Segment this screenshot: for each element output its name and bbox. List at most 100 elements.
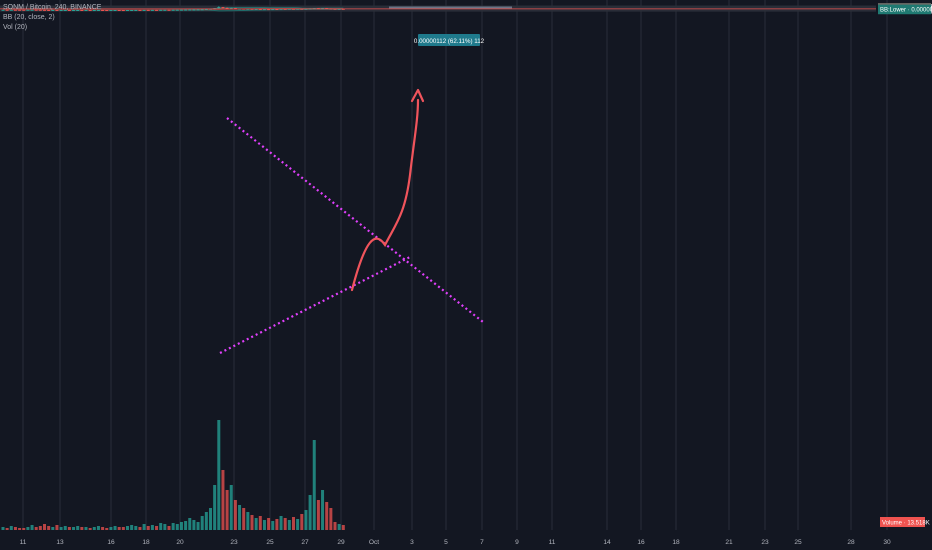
- volume-bar: [155, 526, 159, 530]
- volume-bar: [217, 420, 221, 530]
- vol-legend[interactable]: Vol (20): [3, 24, 28, 31]
- candle-body: [246, 8, 250, 10]
- volume-bar: [92, 527, 96, 530]
- candle-body: [171, 9, 175, 11]
- target-box: [389, 6, 512, 9]
- volume-bar: [38, 526, 42, 530]
- candle-body: [59, 10, 63, 12]
- candle-body: [38, 9, 42, 11]
- volume-bar: [325, 502, 329, 530]
- volume-bar: [96, 526, 100, 530]
- volume-bar: [126, 526, 129, 530]
- candle-body: [80, 10, 84, 12]
- candle-body: [258, 8, 262, 10]
- volume-bar: [316, 500, 320, 530]
- candle-body: [51, 9, 55, 11]
- target-label-bg: [418, 34, 480, 46]
- volume-bar: [163, 524, 167, 530]
- time-tick-label: 28: [847, 539, 855, 546]
- candle-body: [18, 9, 22, 11]
- volume-bar: [51, 527, 55, 530]
- volume-bar: [258, 516, 262, 530]
- candle-body: [43, 9, 46, 11]
- candle-body: [279, 8, 283, 10]
- candle-body: [196, 9, 200, 11]
- volume-bar: [225, 490, 229, 530]
- time-tick-label: 25: [266, 539, 274, 546]
- volume-bar: [63, 526, 67, 530]
- volume-bar: [138, 527, 142, 530]
- projection-path: [350, 98, 420, 292]
- volume-bar: [5, 528, 9, 530]
- candle-body: [150, 9, 154, 11]
- volume-tag-bg: [880, 517, 925, 527]
- bb-legend[interactable]: BB (20, close, 2): [3, 14, 55, 21]
- time-tick-label: 5: [444, 539, 448, 546]
- volume-bar: [204, 512, 208, 530]
- candle-body: [76, 10, 80, 12]
- candle-body: [179, 9, 183, 11]
- time-tick-label: 14: [603, 539, 611, 546]
- candle-body: [262, 9, 266, 11]
- time-tick-label: Oct: [369, 539, 379, 546]
- volume-bar: [101, 527, 105, 530]
- candle-body: [163, 9, 167, 11]
- candle-body: [47, 9, 51, 11]
- volume-bar: [213, 485, 217, 530]
- volume-bar: [300, 514, 304, 530]
- target-label: 0.00000112 (62.11%) 112: [414, 38, 485, 45]
- candle-body: [138, 9, 142, 11]
- candle-body: [96, 9, 100, 11]
- volume-bar: [287, 520, 291, 530]
- time-tick-label: 23: [230, 539, 238, 546]
- volume-bar: [229, 485, 233, 530]
- candle-body: [271, 9, 275, 11]
- projection-arrowhead: [410, 88, 425, 103]
- candle-body: [5, 9, 9, 11]
- symbol-legend[interactable]: SONM / Bitcoin, 240, BINANCE: [3, 4, 102, 11]
- candle-body: [200, 9, 204, 11]
- grid-lines: [0, 0, 888, 530]
- volume-bar: [130, 525, 134, 530]
- volume-bar: [59, 527, 63, 530]
- volume-bar: [55, 525, 59, 530]
- volume-bar: [242, 508, 246, 530]
- volume-bar: [9, 526, 13, 530]
- candle-body: [121, 10, 125, 12]
- candle-body: [55, 9, 59, 11]
- volume-bar: [246, 512, 250, 530]
- volume-bar: [250, 515, 254, 530]
- time-tick-label: 11: [549, 539, 556, 546]
- candle-body: [92, 10, 96, 12]
- candle-body: [26, 9, 30, 11]
- time-tick-label: 23: [761, 539, 769, 546]
- candle-body: [254, 8, 258, 10]
- candle-body: [159, 9, 163, 11]
- candle-body: [304, 8, 308, 10]
- volume-bar: [321, 490, 325, 530]
- volume-bar: [67, 527, 71, 530]
- volume-bar: [304, 510, 308, 530]
- candle-body: [155, 9, 159, 11]
- volume-bar: [26, 527, 30, 530]
- volume-bar: [267, 518, 271, 530]
- volume-bar: [275, 519, 279, 530]
- volume-bar: [308, 495, 312, 530]
- candle-body: [250, 8, 254, 10]
- time-tick-label: 3: [410, 539, 414, 546]
- candle-body: [1, 9, 5, 11]
- time-tick-label: 25: [794, 539, 802, 546]
- volume-bar: [84, 527, 88, 530]
- volume-bar: [18, 528, 22, 530]
- time-tick-label: 7: [480, 539, 484, 546]
- candle-body: [225, 7, 229, 9]
- volume-bar: [262, 520, 266, 530]
- candle-body: [67, 9, 71, 11]
- time-tick-label: 20: [176, 539, 184, 546]
- volume-bar: [30, 525, 34, 530]
- candle-body: [175, 9, 179, 11]
- candle-body: [63, 9, 67, 11]
- candle-body: [221, 7, 225, 9]
- volume-bar: [188, 518, 192, 530]
